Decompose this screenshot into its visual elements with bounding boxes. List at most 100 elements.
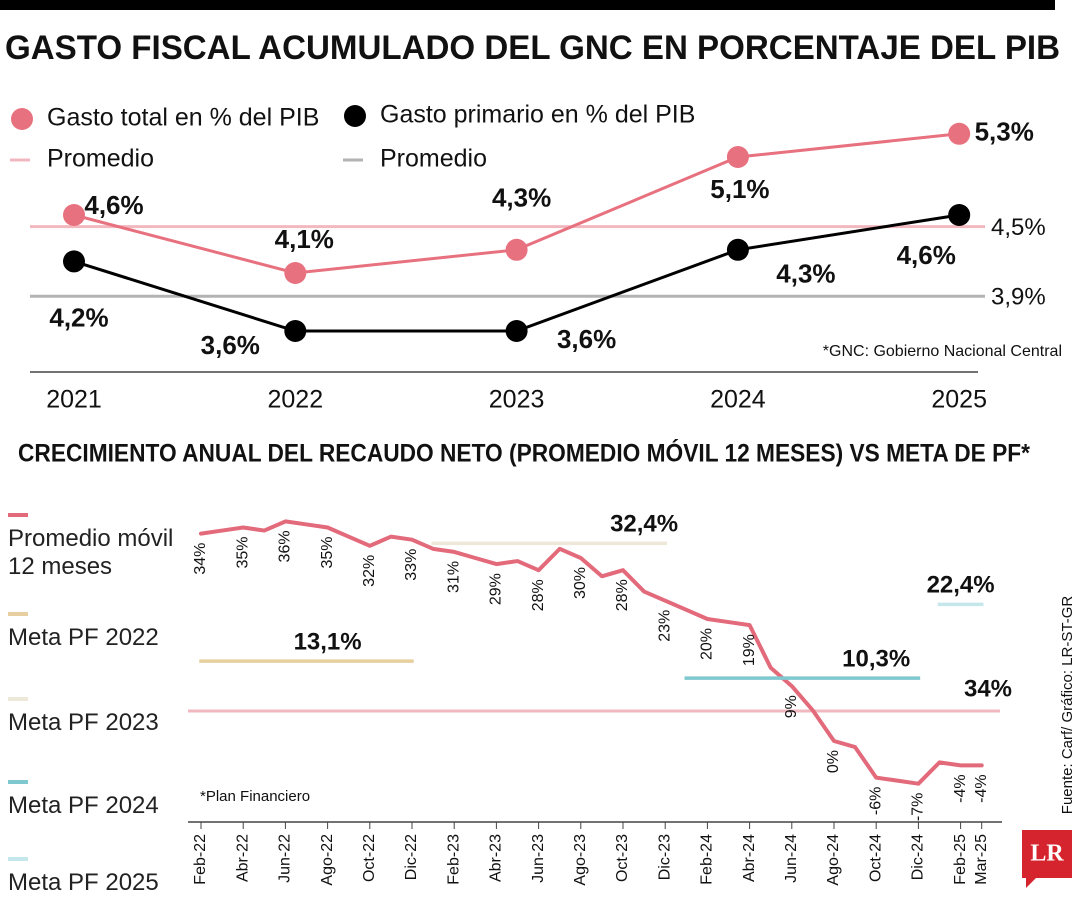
value-label: 33%: [403, 549, 420, 581]
value-label: 19%: [741, 634, 758, 666]
value-label: 3,6%: [201, 330, 260, 360]
source: Fuente: Carf/ Gráfico: LR-ST-GR: [1059, 596, 1076, 815]
legend-swatch: [8, 780, 28, 784]
value-label: 35%: [234, 537, 251, 569]
legend-label: Meta PF 2022: [8, 624, 159, 651]
chart-title: GASTO FISCAL ACUMULADO DEL GNC EN PORCEN…: [5, 29, 1060, 67]
point: [505, 238, 528, 261]
chart-title: CRECIMIENTO ANUAL DEL RECAUDO NETO (PROM…: [18, 438, 1030, 468]
value-label: 10,3%: [842, 646, 910, 673]
top-bar: [0, 0, 1055, 10]
x-tick-label: Ago-23: [572, 834, 589, 886]
x-tick-label: Feb-23: [445, 834, 462, 885]
legend-item: Promedio móvil 12 meses: [8, 513, 178, 581]
reference-label: 3,9%: [991, 284, 1046, 311]
point: [505, 320, 528, 342]
point: [726, 238, 749, 261]
legend-marker: [11, 108, 33, 130]
legend-swatch: [8, 612, 28, 616]
value-label: 34%: [192, 543, 209, 575]
legend-label: Promedio móvil 12 meses: [8, 525, 174, 580]
value-label: 29%: [488, 573, 505, 605]
value-label: 23%: [656, 610, 673, 642]
x-tick-label: Dic-24: [910, 834, 927, 880]
x-tick-label: Abr-24: [741, 834, 758, 882]
value-label: 9%: [783, 695, 800, 718]
value-label: 4,1%: [275, 224, 334, 254]
annotation: 34%: [964, 675, 1012, 702]
value-label: -7%: [910, 793, 927, 821]
legend-item: Meta PF 2025: [8, 857, 178, 897]
point: [948, 122, 971, 145]
x-tick-label: Ago-24: [825, 834, 842, 886]
x-tick-label: Oct-22: [361, 834, 378, 882]
line: [199, 519, 984, 786]
value-label: 0%: [825, 750, 842, 773]
x-tick-label: Abr-22: [234, 834, 251, 882]
legend-swatch: [8, 513, 28, 517]
value-label: 13,1%: [294, 628, 362, 655]
value-label: 30%: [572, 567, 589, 599]
x-tick-label: Dic-23: [656, 834, 673, 880]
point: [63, 204, 85, 226]
value-label: 28%: [614, 579, 631, 611]
x-tick-label: Abr-23: [488, 834, 505, 882]
point: [284, 262, 307, 284]
value-label: 4,6%: [897, 240, 956, 270]
legend-item: Meta PF 2024: [8, 780, 178, 820]
x-tick-label: Dic-22: [403, 834, 420, 880]
x-tick-label: Feb-25: [952, 834, 969, 885]
legend-label: Gasto primario en % del PIB: [380, 101, 695, 129]
legend-item: Meta PF 2023: [8, 697, 178, 737]
x-tick-label: 2025: [931, 386, 987, 414]
value-label: 22,4%: [927, 572, 995, 599]
x-tick-label: Jun-23: [530, 834, 547, 883]
legend-label: Meta PF 2023: [8, 709, 159, 736]
point: [63, 250, 85, 273]
value-label: 28%: [530, 579, 547, 611]
value-label: 31%: [445, 561, 462, 593]
point: [284, 320, 307, 342]
legend-label: Meta PF 2024: [8, 792, 159, 819]
note: *GNC: Gobierno Nacional Central: [823, 343, 1062, 360]
legend-label: Meta PF 2025: [8, 869, 159, 896]
note: *Plan Financiero: [200, 788, 310, 805]
value-label: 3,6%: [557, 324, 616, 354]
x-tick-label: 2022: [267, 386, 323, 414]
point: [948, 204, 971, 226]
legend-label: Promedio: [380, 145, 487, 173]
logo: LR: [1030, 841, 1064, 867]
legend-swatch: [8, 697, 28, 701]
x-tick-label: 2024: [710, 386, 766, 414]
value-label: 5,3%: [975, 117, 1034, 147]
value-label: 5,1%: [710, 174, 769, 204]
value-label: 4,3%: [776, 259, 835, 289]
legend-item: Meta PF 2022: [8, 612, 178, 652]
value-label: 4,3%: [492, 183, 551, 213]
value-label: 32%: [361, 555, 378, 587]
legend-label: Gasto total en % del PIB: [47, 104, 319, 132]
x-tick-label: Oct-23: [614, 834, 631, 882]
legend-marker: [344, 105, 366, 127]
value-label: -4%: [973, 774, 990, 802]
value-label: 35%: [319, 537, 336, 569]
reference-label: 4,5%: [991, 214, 1046, 241]
logo-box: [1022, 830, 1072, 888]
x-tick-label: Ago-22: [319, 834, 336, 886]
x-tick-label: Mar-25: [973, 834, 990, 885]
x-tick-label: 2021: [46, 386, 102, 414]
x-tick-label: Oct-24: [867, 834, 884, 882]
value-label: 20%: [699, 628, 716, 660]
legend-swatch: [8, 857, 28, 861]
legend-label: Promedio: [47, 145, 154, 173]
value-label: 36%: [277, 530, 294, 562]
value-label: 4,6%: [84, 190, 143, 220]
point: [726, 146, 749, 168]
value-label: -4%: [952, 774, 969, 802]
x-tick-label: Jun-22: [277, 834, 294, 883]
x-tick-label: Jun-24: [783, 834, 800, 883]
x-tick-label: Feb-22: [192, 834, 209, 885]
value-label: 32,4%: [610, 511, 678, 538]
